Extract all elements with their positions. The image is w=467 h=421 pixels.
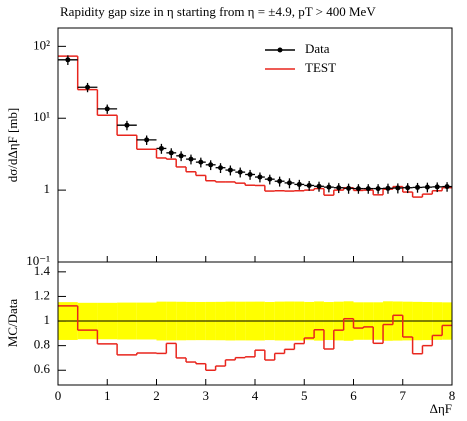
data-point: [144, 137, 150, 143]
x-tick-label: 8: [449, 388, 456, 403]
data-point: [124, 122, 130, 128]
data-point: [267, 176, 273, 182]
data-point: [178, 153, 184, 159]
data-point: [385, 185, 391, 191]
ratio-y-axis-label: MC/Data: [5, 299, 20, 348]
main-frame: [57, 27, 453, 263]
data-point: [375, 186, 381, 192]
x-tick-label: 5: [301, 388, 308, 403]
data-point: [237, 169, 243, 175]
data-point: [326, 184, 332, 190]
data-point: [198, 159, 204, 165]
x-tick-label: 7: [400, 388, 407, 403]
data-point: [65, 57, 71, 63]
chart-title: Rapidity gap size in η starting from η =…: [60, 4, 376, 19]
data-point: [444, 184, 450, 190]
data-point: [336, 185, 342, 191]
x-tick-label: 1: [104, 388, 111, 403]
x-tick-label: 4: [252, 388, 259, 403]
data-point: [247, 171, 253, 177]
y-axis-label: dσ/dΔηF [mb]: [5, 108, 20, 183]
data-point: [168, 150, 174, 156]
x-tick-label: 6: [350, 388, 357, 403]
data-point: [85, 84, 91, 90]
legend-marker: [277, 47, 283, 53]
data-point: [395, 185, 401, 191]
y-tick-label: 10⁻¹: [26, 253, 50, 268]
data-point: [227, 167, 233, 173]
data-point: [415, 184, 421, 190]
x-tick-label: 3: [203, 388, 210, 403]
data-point: [316, 183, 322, 189]
ratio-y-tick-label: 0.6: [34, 361, 51, 376]
data-point: [188, 156, 194, 162]
data-point: [365, 186, 371, 192]
ratio-y-tick-label: 1.4: [34, 263, 51, 278]
data-point: [257, 174, 263, 180]
y-tick-label: 10¹: [33, 109, 50, 124]
x-axis-label: ΔηF: [430, 401, 452, 416]
legend-label: TEST: [305, 60, 336, 75]
x-tick-label: 0: [55, 388, 62, 403]
y-tick-label: 10²: [33, 37, 50, 52]
data-point: [158, 145, 164, 151]
data-point: [346, 185, 352, 191]
data-point: [306, 182, 312, 188]
data-point: [286, 180, 292, 186]
ratio-y-tick-label: 1.2: [34, 287, 50, 302]
data-point: [424, 184, 430, 190]
data-point: [355, 186, 361, 192]
y-tick-label: 1: [44, 181, 51, 196]
data-point: [296, 181, 302, 187]
x-tick-label: 2: [153, 388, 160, 403]
data-point: [405, 185, 411, 191]
legend-label: Data: [305, 41, 330, 56]
data-point: [277, 178, 283, 184]
data-point: [104, 106, 110, 112]
ratio-y-tick-label: 1: [44, 312, 51, 327]
data-point: [434, 184, 440, 190]
data-point: [218, 165, 224, 171]
data-point: [208, 162, 214, 168]
ratio-y-tick-label: 0.8: [34, 337, 50, 352]
